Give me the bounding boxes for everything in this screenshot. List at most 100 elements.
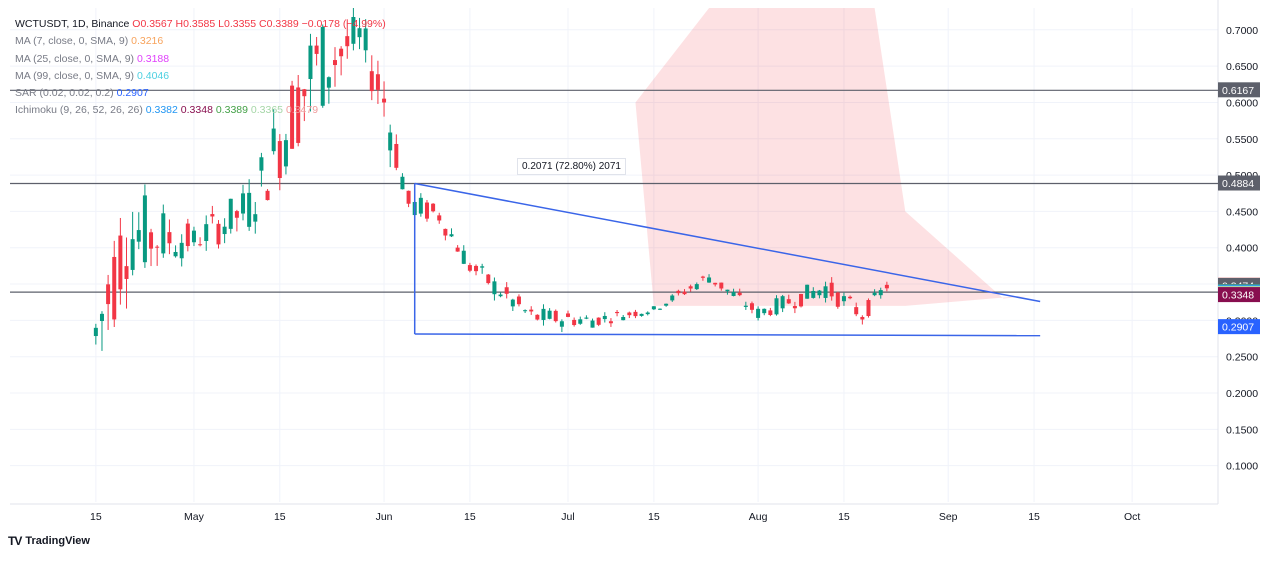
candle-body [185,223,190,247]
ichimoku-lead1: 0.3365 [250,104,284,117]
candle-body [811,290,816,298]
y-tick-label: 0.1000 [1226,461,1258,473]
y-tick-label: 0.5500 [1226,134,1258,146]
y-tick-label: 0.7000 [1226,25,1258,37]
price-label-box [1218,319,1260,335]
candle-body [627,312,632,316]
candle-body [584,317,589,319]
ma99-value: 0.4046 [136,69,170,82]
price-label-text: 0.2907 [1222,322,1254,334]
candle-body [253,214,258,222]
ohlc-open: O0.3567 [132,18,173,30]
candle-body [774,298,779,315]
candle-body [179,242,184,259]
candle-body [645,312,650,315]
candle-body [694,284,699,290]
candle-body [173,251,178,257]
candle-body [639,313,644,316]
candle-body [155,246,160,248]
tradingview-brand: TradingView [25,535,90,547]
x-tick-label: Sep [939,511,958,523]
candle-body [510,299,515,307]
candle-body [124,266,129,279]
candle-body [756,308,761,318]
candle-body [437,215,442,221]
candle-body [130,239,135,270]
candle-body [762,308,767,314]
candle-body [566,313,571,317]
candle-body [596,317,601,325]
symbol-label[interactable]: WCTUSDT, 1D, Binance [15,18,130,30]
y-tick-label: 0.1500 [1226,424,1258,436]
candle-body [388,132,393,151]
candle-body [320,26,325,106]
candle-body [149,232,154,249]
candle-body [234,211,239,218]
measure-label[interactable]: 0.2071 (72.80%) 2071 [517,158,626,175]
candle-body [590,320,595,328]
candle-body [841,296,846,302]
candle-body [112,256,117,320]
ichimoku-base: 0.3348 [180,104,213,117]
candle-body [93,327,98,337]
candle-body [780,296,785,309]
candle-body [608,321,613,324]
price-label-text: 0.6167 [1222,85,1254,97]
candle-body [308,45,313,80]
x-tick-label: 15 [648,511,660,523]
candle-body [657,308,662,310]
x-tick-label: Aug [749,511,768,523]
candle-body [516,296,521,305]
candle-body [357,28,362,38]
legend-ichimoku[interactable]: Ichimoku (9, 26, 52, 26, 26) 0.3382 0.33… [15,102,386,119]
candle-body [633,311,638,317]
legend-ma25[interactable]: MA (25, close, 0, SMA, 9) 0.3188 [15,51,386,68]
ma99-label: MA (99, close, 0, SMA, 9) [15,69,135,82]
candle-body [443,228,448,236]
candle-body [222,226,227,235]
candle-body [382,98,387,103]
candle-body [136,230,141,242]
candle-body [424,202,429,219]
legend-symbol-row: WCTUSDT, 1D, Binance O0.3567 H0.3585 L0.… [15,16,386,33]
x-tick-label: Jun [376,511,393,523]
ma25-label: MA (25, close, 0, SMA, 9) [15,52,135,65]
y-tick-label: 0.4500 [1226,206,1258,218]
candle-body [449,234,454,237]
candle-body [670,295,675,301]
candle-body [725,289,730,292]
candle-body [198,244,203,246]
x-tick-label: 15 [90,511,102,523]
legend-ma99[interactable]: MA (99, close, 0, SMA, 9) 0.4046 [15,68,386,85]
tradingview-logo-icon: TV [8,534,22,548]
candle-body [535,314,540,320]
y-tick-label: 0.6000 [1226,97,1258,109]
x-tick-label: 15 [838,511,850,523]
ma7-label: MA (7, close, 0, SMA, 9) [15,35,129,48]
candle-body [621,317,626,321]
ohlc-high: H0.3585 [175,18,216,30]
candle-body [854,307,859,315]
candle-body [848,296,853,299]
y-tick-label: 0.2000 [1226,388,1258,400]
x-tick-label: 15 [464,511,476,523]
chart-legend: WCTUSDT, 1D, Binance O0.3567 H0.3585 L0.… [15,16,386,120]
ichimoku-lagging: 0.3389 [215,104,248,117]
candle-body [375,74,380,90]
candle-body [247,192,252,227]
legend-sar[interactable]: SAR (0.02, 0.02, 0.2) 0.2907 [15,85,386,102]
candle-body [768,310,773,315]
candle-body [700,276,705,278]
y-tick-label: 0.4000 [1226,243,1258,255]
candle-body [707,277,712,283]
candle-body [191,230,196,243]
candle-body [326,77,331,88]
candle-body [799,293,804,307]
candle-body [118,235,123,290]
ichimoku-cloud [635,8,1035,306]
candle-body [504,287,509,294]
legend-ma7[interactable]: MA (7, close, 0, SMA, 9) 0.3216 [15,33,386,50]
tradingview-footer[interactable]: TV TradingView [8,534,90,548]
